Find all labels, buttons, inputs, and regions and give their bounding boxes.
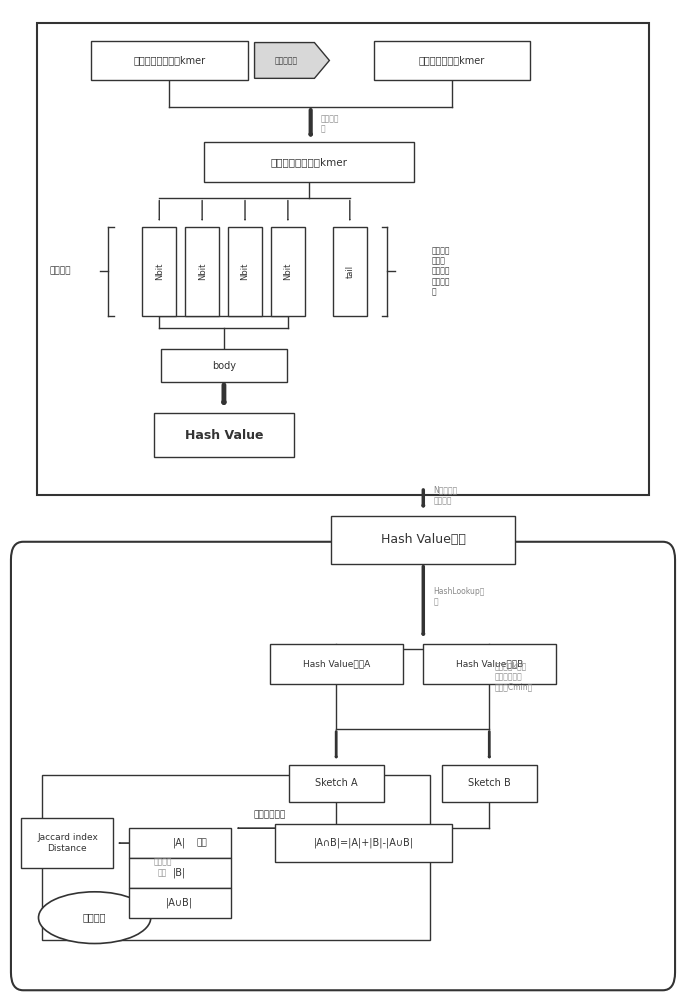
FancyBboxPatch shape	[154, 413, 294, 457]
Text: 取出剩余
尾部数
据，补零
后单独处
理: 取出剩余 尾部数 据，补零 后单独处 理	[431, 246, 450, 297]
Text: body: body	[212, 361, 236, 371]
Text: 得到字符值较小的kmer: 得到字符值较小的kmer	[270, 157, 348, 167]
Text: |A|: |A|	[173, 838, 187, 848]
FancyBboxPatch shape	[161, 349, 287, 382]
Text: Nbit: Nbit	[155, 263, 164, 280]
FancyBboxPatch shape	[185, 227, 219, 316]
Text: Hash Value列表A: Hash Value列表A	[303, 660, 370, 669]
Text: Hash Value列表B: Hash Value列表B	[456, 660, 523, 669]
FancyBboxPatch shape	[228, 227, 262, 316]
FancyBboxPatch shape	[333, 227, 367, 316]
Text: 后续利用: 后续利用	[83, 913, 106, 923]
FancyBboxPatch shape	[129, 828, 230, 858]
Text: |B|: |B|	[173, 868, 187, 878]
Text: Nbit: Nbit	[241, 263, 250, 280]
Text: 字符值比
较: 字符值比 较	[321, 114, 340, 134]
FancyBboxPatch shape	[129, 858, 230, 888]
Text: Nbit: Nbit	[283, 263, 292, 280]
Polygon shape	[255, 43, 329, 78]
Text: |A∩B|=|A|+|B|-|A∪B|: |A∩B|=|A|+|B|-|A∪B|	[314, 838, 414, 848]
Text: Jaccard index
Distance: Jaccard index Distance	[37, 833, 98, 853]
Text: Sketch A: Sketch A	[315, 778, 357, 788]
Text: 估计集合基数: 估计集合基数	[254, 811, 286, 820]
Text: Sketch B: Sketch B	[468, 778, 510, 788]
FancyBboxPatch shape	[11, 542, 675, 990]
Text: |A∪B|: |A∪B|	[166, 898, 193, 908]
FancyBboxPatch shape	[374, 41, 530, 80]
FancyBboxPatch shape	[91, 41, 248, 80]
Ellipse shape	[38, 892, 151, 944]
Text: Nbit: Nbit	[198, 263, 206, 280]
FancyBboxPatch shape	[142, 227, 176, 316]
Text: 逻辑处理: 逻辑处理	[50, 267, 71, 276]
Text: tail: tail	[345, 265, 354, 278]
FancyBboxPatch shape	[331, 516, 515, 564]
FancyBboxPatch shape	[182, 829, 222, 857]
Text: Hash Value列表: Hash Value列表	[381, 533, 466, 546]
FancyBboxPatch shape	[21, 818, 113, 868]
Text: 一个反向互补链kmer: 一个反向互补链kmer	[418, 55, 485, 65]
FancyBboxPatch shape	[275, 824, 452, 862]
FancyBboxPatch shape	[270, 644, 403, 684]
Text: 查找最小k个元
素的交集以及
它们的Cmin值: 查找最小k个元 素的交集以及 它们的Cmin值	[495, 662, 533, 691]
Text: 反向互补链: 反向互补链	[275, 56, 298, 65]
FancyBboxPatch shape	[442, 765, 537, 802]
Text: 滑动窗口得到一个kmer: 滑动窗口得到一个kmer	[133, 55, 206, 65]
Text: Hash Value: Hash Value	[185, 429, 263, 442]
Text: N次循环后
形成列表: N次循环后 形成列表	[434, 486, 458, 505]
Text: HashLookup处
理: HashLookup处 理	[434, 587, 485, 606]
FancyBboxPatch shape	[204, 142, 414, 182]
FancyBboxPatch shape	[289, 765, 384, 802]
FancyBboxPatch shape	[37, 23, 649, 495]
Text: 计算: 计算	[197, 839, 208, 848]
Text: 输出交集
基数: 输出交集 基数	[154, 858, 172, 877]
FancyBboxPatch shape	[271, 227, 305, 316]
FancyBboxPatch shape	[423, 644, 556, 684]
FancyBboxPatch shape	[129, 888, 230, 918]
